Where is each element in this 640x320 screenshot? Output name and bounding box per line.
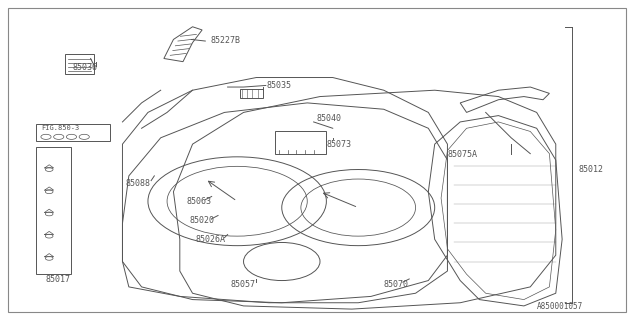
Text: 85057: 85057 <box>231 280 256 289</box>
Text: 85035: 85035 <box>266 81 291 90</box>
Bar <box>36 124 109 141</box>
Bar <box>241 89 262 98</box>
Text: 85040: 85040 <box>317 114 342 123</box>
Text: A850001057: A850001057 <box>537 302 583 311</box>
Text: 85088: 85088 <box>125 179 150 188</box>
Text: 85012: 85012 <box>579 165 604 174</box>
Text: 85070: 85070 <box>384 280 409 289</box>
Text: 85227B: 85227B <box>211 36 241 44</box>
Bar <box>65 54 94 74</box>
Text: 85073: 85073 <box>326 140 351 149</box>
Text: 85036: 85036 <box>73 63 98 72</box>
Bar <box>275 132 326 154</box>
Text: 85026A: 85026A <box>196 236 226 244</box>
Bar <box>36 147 72 274</box>
Text: 85075A: 85075A <box>447 150 477 159</box>
Text: 85017: 85017 <box>46 275 71 284</box>
Text: 85063: 85063 <box>186 197 211 206</box>
Text: FIG.850-3: FIG.850-3 <box>42 124 80 131</box>
Text: 85020: 85020 <box>189 216 214 225</box>
